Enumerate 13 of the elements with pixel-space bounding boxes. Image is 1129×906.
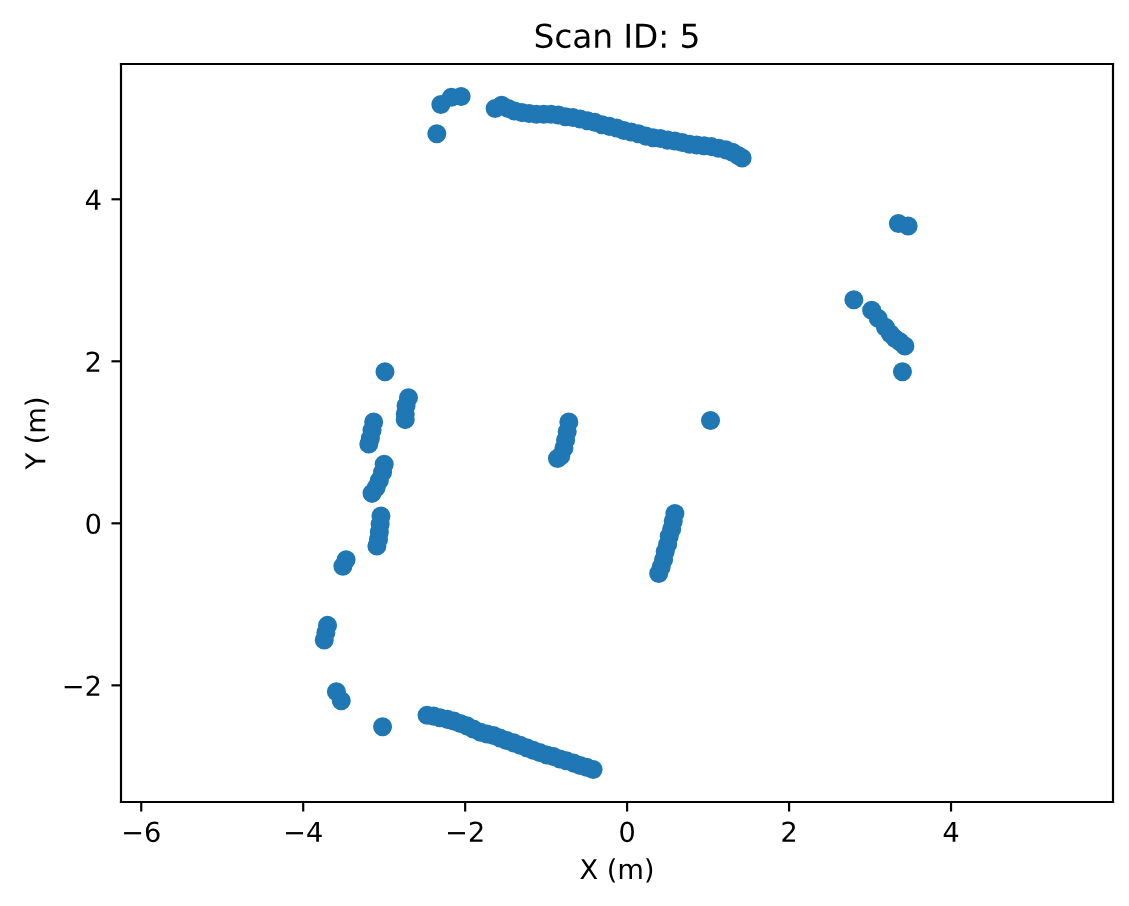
y-tick-label: 2 <box>86 351 100 372</box>
x-tick-label: 0 <box>620 821 634 843</box>
y-axis-title: Y (m) <box>24 398 49 470</box>
x-tick-label: −4 <box>286 821 322 842</box>
y-tick-label: −2 <box>64 675 100 696</box>
x-axis-title: X (m) <box>580 858 653 883</box>
y-tick-label: 4 <box>85 189 101 210</box>
y-tick-label: 0 <box>86 513 101 535</box>
x-tick-label: 2 <box>782 821 796 842</box>
x-tick-label: −6 <box>124 821 160 843</box>
x-tick-label: 4 <box>943 821 959 842</box>
x-tick-label: −2 <box>447 821 483 842</box>
chart-title: Scan ID: 5 <box>535 23 698 49</box>
